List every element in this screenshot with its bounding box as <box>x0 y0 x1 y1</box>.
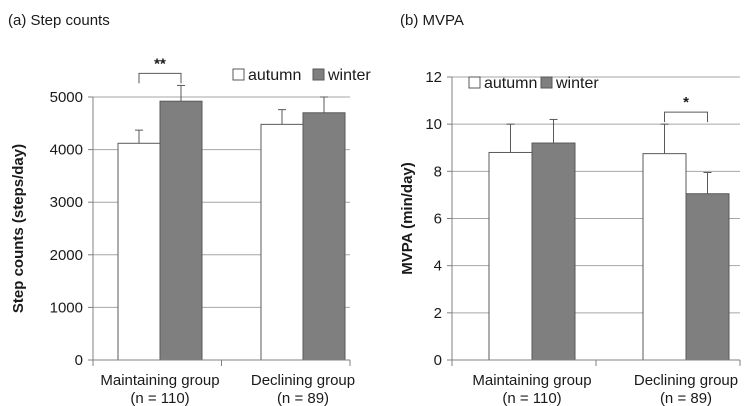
panel-a: (a) Step counts 0 1000 2000 3000 4000 5000 Step… <box>8 12 371 406</box>
y-tick-label: 4000 <box>50 142 83 159</box>
category-sublabel: (n = 89) <box>277 390 329 406</box>
category-label: Declining group <box>251 372 355 389</box>
y-tick-label: 10 <box>425 116 442 133</box>
bar-winter <box>302 112 346 361</box>
significance-marker: ** <box>154 55 166 72</box>
y-tick-label: 0 <box>75 352 83 369</box>
y-tick-label: 6 <box>434 211 442 228</box>
category-label: Maintaining group <box>100 372 219 389</box>
bar-winter <box>531 142 576 361</box>
category-sublabel: (n = 89) <box>660 390 712 406</box>
y-tick-label: 2000 <box>50 247 83 264</box>
bar-winter <box>685 193 730 361</box>
y-tick-label: 1000 <box>50 299 83 316</box>
significance-bracket <box>138 72 182 84</box>
legend-swatch-winter <box>312 68 325 81</box>
y-axis-label: MVPA (min/day) <box>399 162 416 275</box>
significance-bracket <box>664 111 708 123</box>
panel-b: (b) MVPA 0 2 4 6 8 10 12 MVPA (min/day) Maintaini… <box>399 12 741 406</box>
y-tick-label: 8 <box>434 163 442 180</box>
category-sublabel: (n = 110) <box>502 390 561 406</box>
bar-autumn <box>488 151 533 361</box>
category-label: Maintaining group <box>472 372 591 389</box>
legend-label: winter <box>555 75 599 92</box>
category-label: Declining group <box>634 372 738 389</box>
y-tick-label: 3000 <box>50 194 83 211</box>
legend-label: autumn <box>484 75 537 92</box>
y-tick-label: 4 <box>434 258 442 275</box>
y-tick-label: 5000 <box>50 89 83 106</box>
legend-label: autumn <box>248 67 301 84</box>
bar-autumn <box>117 142 161 361</box>
y-tick-label: 2 <box>434 305 442 322</box>
legend-swatch-autumn <box>232 68 245 81</box>
category-sublabel: (n = 110) <box>130 390 189 406</box>
bar-autumn <box>260 123 304 361</box>
y-axis-label: Step counts (steps/day) <box>10 144 27 313</box>
bar-winter <box>159 100 203 361</box>
y-tick-label: 0 <box>434 352 442 369</box>
legend-swatch-winter <box>540 76 553 89</box>
y-tick-label: 12 <box>425 69 442 86</box>
legend-label: winter <box>327 67 371 84</box>
legend-swatch-autumn <box>468 76 481 89</box>
chart-title: (a) Step counts <box>8 12 110 29</box>
bar-autumn <box>642 153 687 361</box>
chart-title: (b) MVPA <box>400 12 464 29</box>
significance-marker: * <box>683 94 689 111</box>
